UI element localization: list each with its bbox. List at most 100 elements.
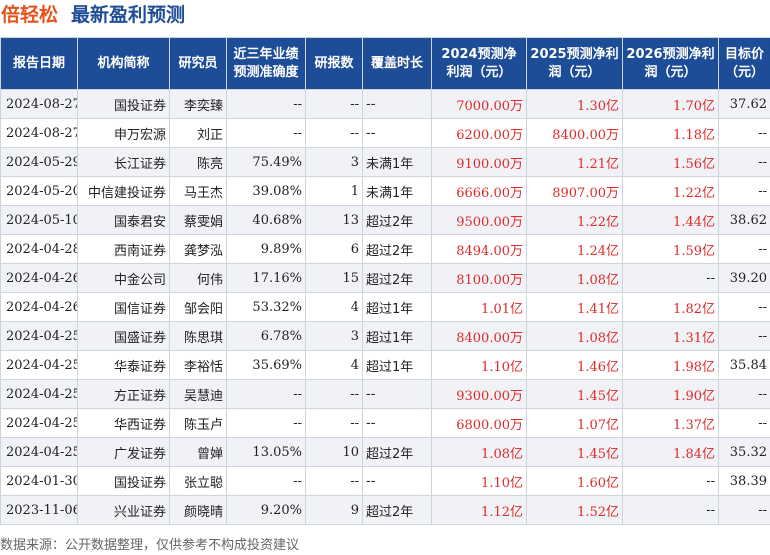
analyst-name-cell[interactable]: 颜晓晴 xyxy=(169,495,227,525)
report-date-cell: 2024-08-27 xyxy=(0,89,78,119)
table-row: 2024-01-30 国投证券 张立聪 -- -- -- 1.10亿 1.60亿 -- 38.39 xyxy=(0,466,770,496)
profit-2024-cell: 1.08亿 xyxy=(431,437,527,467)
coverage-duration-cell: 超过1年 xyxy=(362,292,432,322)
col-header-org[interactable]: 机构简称 xyxy=(77,37,170,90)
stock-name[interactable]: 倍轻松 xyxy=(1,4,59,26)
table-row: 2024-08-27 国投证券 李奕臻 -- -- -- 7000.00万 1.30亿 1.70… xyxy=(0,89,770,119)
report-count-cell: 13 xyxy=(305,205,363,235)
analyst-name-cell[interactable]: 刘正 xyxy=(169,118,227,148)
report-date-cell: 2024-04-28 xyxy=(0,234,78,264)
org-name-cell[interactable]: 兴业证券 xyxy=(77,495,170,525)
profit-2025-cell: 1.08亿 xyxy=(526,263,623,293)
org-name-cell[interactable]: 华西证券 xyxy=(77,408,170,438)
coverage-duration-cell: 超过2年 xyxy=(362,234,432,264)
profit-2024-cell: 9500.00万 xyxy=(431,205,527,235)
analyst-name-cell[interactable]: 陈亮 xyxy=(169,147,227,177)
org-name-cell[interactable]: 华泰证券 xyxy=(77,350,170,380)
profit-2026-cell: 1.59亿 xyxy=(622,234,719,264)
accuracy-cell: 13.05% xyxy=(226,437,306,467)
analyst-name-cell[interactable]: 蔡雯娟 xyxy=(169,205,227,235)
report-date-cell: 2024-08-27 xyxy=(0,118,78,148)
table-row: 2024-05-10 国泰君安 蔡雯娟 40.68% 13 超过2年 9500.00万 1.2… xyxy=(0,205,770,235)
profit-2024-cell: 9300.00万 xyxy=(431,379,527,409)
org-name-cell[interactable]: 国投证券 xyxy=(77,89,170,119)
analyst-name-cell[interactable]: 龚梦泓 xyxy=(169,234,227,264)
analyst-name-cell[interactable]: 李奕臻 xyxy=(169,89,227,119)
profit-2024-cell: 7000.00万 xyxy=(431,89,527,119)
analyst-name-cell[interactable]: 张立聪 xyxy=(169,466,227,496)
org-name-cell[interactable]: 方正证券 xyxy=(77,379,170,409)
analyst-name-cell[interactable]: 吴慧迪 xyxy=(169,379,227,409)
analyst-name-cell[interactable]: 陈玉卢 xyxy=(169,408,227,438)
col-header-reports[interactable]: 研报数 xyxy=(305,37,363,90)
accuracy-cell: 6.78% xyxy=(226,321,306,351)
org-name-cell[interactable]: 国信证券 xyxy=(77,292,170,322)
header-row: 报告日期 机构简称 研究员 近三年业绩预测准确度 研报数 覆盖时长 2024预测… xyxy=(0,37,770,90)
accuracy-cell: 75.49% xyxy=(226,147,306,177)
profit-2026-cell: 1.90亿 xyxy=(622,379,719,409)
profit-2025-cell: 1.45亿 xyxy=(526,437,623,467)
col-header-profit-2024[interactable]: 2024预测净利润（元） xyxy=(431,37,527,90)
table-row: 2024-04-25 华泰证券 李裕恬 35.69% 4 超过1年 1.10亿 1.46亿 1.… xyxy=(0,350,770,380)
org-name-cell[interactable]: 中信建投证券 xyxy=(77,176,170,206)
report-count-cell: 3 xyxy=(305,321,363,351)
report-count-cell: -- xyxy=(305,466,363,496)
profit-2026-cell: 1.44亿 xyxy=(622,205,719,235)
org-name-cell[interactable]: 国泰君安 xyxy=(77,205,170,235)
col-header-profit-2026[interactable]: 2026预测净利润（元） xyxy=(622,37,719,90)
analyst-name-cell[interactable]: 李裕恬 xyxy=(169,350,227,380)
analyst-name-cell[interactable]: 何伟 xyxy=(169,263,227,293)
org-name-cell[interactable]: 西南证券 xyxy=(77,234,170,264)
coverage-duration-cell: -- xyxy=(362,466,432,496)
org-name-cell[interactable]: 国投证券 xyxy=(77,466,170,496)
accuracy-cell: 35.69% xyxy=(226,350,306,380)
analyst-name-cell[interactable]: 邹会阳 xyxy=(169,292,227,322)
profit-2024-cell: 1.12亿 xyxy=(431,495,527,525)
profit-2024-cell: 6666.00万 xyxy=(431,176,527,206)
profit-2024-cell: 6200.00万 xyxy=(431,118,527,148)
coverage-duration-cell: 超过1年 xyxy=(362,321,432,351)
org-name-cell[interactable]: 长江证券 xyxy=(77,147,170,177)
profit-2026-cell: 1.18亿 xyxy=(622,118,719,148)
report-count-cell: 10 xyxy=(305,437,363,467)
profit-2026-cell: -- xyxy=(622,263,719,293)
analyst-name-cell[interactable]: 陈思琪 xyxy=(169,321,227,351)
report-count-cell: 6 xyxy=(305,234,363,264)
profit-2024-cell: 6800.00万 xyxy=(431,408,527,438)
profit-2026-cell: -- xyxy=(622,466,719,496)
coverage-duration-cell: 超过2年 xyxy=(362,437,432,467)
accuracy-cell: -- xyxy=(226,89,306,119)
report-date-cell: 2024-05-10 xyxy=(0,205,78,235)
org-name-cell[interactable]: 中金公司 xyxy=(77,263,170,293)
report-date-cell: 2024-05-29 xyxy=(0,147,78,177)
target-price-cell: 35.32 xyxy=(718,437,770,467)
profit-2025-cell: 1.21亿 xyxy=(526,147,623,177)
target-price-cell: -- xyxy=(718,379,770,409)
report-date-cell: 2023-11-06 xyxy=(0,495,78,525)
report-count-cell: -- xyxy=(305,118,363,148)
analyst-name-cell[interactable]: 马王杰 xyxy=(169,176,227,206)
col-header-date[interactable]: 报告日期 xyxy=(0,37,78,90)
table-row: 2024-08-27 申万宏源 刘正 -- -- -- 6200.00万 8400.00万 1.… xyxy=(0,118,770,148)
col-header-target-price[interactable]: 目标价（元） xyxy=(718,37,770,90)
col-header-accuracy[interactable]: 近三年业绩预测准确度 xyxy=(226,37,306,90)
col-header-profit-2025[interactable]: 2025预测净利润（元） xyxy=(526,37,623,90)
coverage-duration-cell: -- xyxy=(362,89,432,119)
coverage-duration-cell: -- xyxy=(362,408,432,438)
col-header-coverage[interactable]: 覆盖时长 xyxy=(362,37,432,90)
org-name-cell[interactable]: 申万宏源 xyxy=(77,118,170,148)
accuracy-cell: 9.89% xyxy=(226,234,306,264)
table-row: 2024-05-29 长江证券 陈亮 75.49% 3 未满1年 9100.00万 1.21亿… xyxy=(0,147,770,177)
report-date-cell: 2024-05-20 xyxy=(0,176,78,206)
table-row: 2024-04-25 方正证券 吴慧迪 -- -- -- 9300.00万 1.45亿 1.90… xyxy=(0,379,770,409)
col-header-analyst[interactable]: 研究员 xyxy=(169,37,227,90)
target-price-cell: 39.20 xyxy=(718,263,770,293)
analyst-name-cell[interactable]: 曾婵 xyxy=(169,437,227,467)
target-price-cell: -- xyxy=(718,408,770,438)
profit-2025-cell: 1.46亿 xyxy=(526,350,623,380)
profit-2024-cell: 1.10亿 xyxy=(431,350,527,380)
report-count-cell: 4 xyxy=(305,292,363,322)
org-name-cell[interactable]: 广发证券 xyxy=(77,437,170,467)
org-name-cell[interactable]: 国盛证券 xyxy=(77,321,170,351)
profit-2026-cell: 1.22亿 xyxy=(622,176,719,206)
